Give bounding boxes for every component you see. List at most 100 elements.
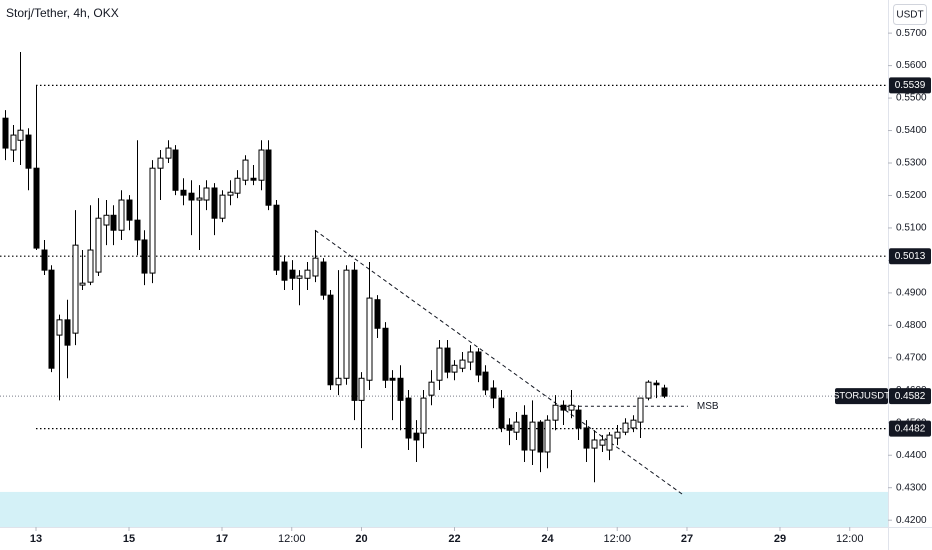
candle-body — [599, 439, 606, 446]
chart-title: Storj/Tether, 4h, OKX — [6, 6, 119, 20]
candle-body — [289, 269, 296, 279]
candle-body — [389, 377, 396, 381]
candle-body — [482, 371, 489, 391]
candle-body — [2, 117, 9, 149]
y-tick-label: 0.5700 — [896, 28, 927, 39]
candle-body — [234, 177, 241, 194]
x-tick-label: 12:00 — [278, 533, 306, 545]
candle-body — [358, 377, 365, 401]
x-tick-label: 29 — [774, 533, 786, 545]
candle-body — [568, 404, 575, 411]
x-tick-label: 27 — [681, 533, 693, 545]
candle-body — [41, 249, 48, 271]
candle-body — [420, 397, 427, 434]
currency: USDT — [896, 10, 923, 21]
candle-body — [366, 297, 373, 381]
candle-body — [296, 275, 303, 279]
candle-body — [444, 347, 451, 373]
candle-body — [227, 191, 234, 196]
x-tick-label: 12:00 — [603, 533, 631, 545]
y-tick-label: 0.5100 — [896, 223, 927, 234]
candle-body — [661, 387, 668, 397]
candle-body — [25, 134, 32, 169]
last-price-box — [889, 388, 931, 405]
candle-body — [397, 377, 404, 401]
candle-body — [467, 351, 474, 363]
candle-body — [126, 199, 133, 221]
y-tick-label: 0.5200 — [896, 190, 927, 201]
candle-body — [335, 377, 342, 386]
candle-body — [475, 351, 482, 376]
candle-body — [382, 327, 389, 381]
candle-body — [219, 194, 226, 219]
candle-body — [103, 214, 110, 226]
candle-body — [537, 421, 544, 453]
candle-body — [529, 421, 536, 451]
candle-body — [506, 424, 513, 431]
y-tick-label: 0.4900 — [896, 288, 927, 299]
candle-body — [64, 319, 71, 346]
y-tick-label: 0.5400 — [896, 125, 927, 136]
candle-body — [48, 269, 55, 369]
candle-body — [544, 419, 551, 453]
candle-body — [273, 204, 280, 271]
candle-body — [196, 197, 203, 201]
candle-body — [17, 129, 24, 141]
candle-body — [374, 299, 381, 329]
y-tick-label: 0.4400 — [896, 450, 927, 461]
axes: 0.5700 0.5600 0.5500 0.5400 0.5300 0.5200 0.51… — [30, 28, 931, 545]
candle-body — [560, 404, 567, 411]
level-label-box — [889, 248, 931, 265]
candle-body — [203, 187, 210, 201]
candle-body — [33, 167, 40, 249]
candle-body — [327, 294, 334, 386]
candle-body — [87, 249, 94, 283]
candle-body — [134, 219, 141, 241]
candle-body — [630, 419, 637, 429]
candle-body — [56, 319, 63, 336]
candle-body — [606, 434, 613, 451]
candle-body — [149, 167, 156, 274]
symbol-label: STORJUSDT — [833, 391, 890, 402]
y-tick-label: 0.4300 — [896, 482, 927, 493]
currency-box[interactable] — [893, 4, 927, 25]
x-tick-label: 13 — [30, 533, 42, 545]
candle-body — [428, 381, 435, 396]
candle-body — [118, 199, 125, 231]
candle-body — [498, 397, 505, 429]
candle-body — [521, 414, 528, 451]
candle-body — [405, 397, 412, 439]
candle-body — [413, 432, 420, 441]
candle-body — [304, 269, 311, 279]
x-tick-label: 12:00 — [836, 533, 864, 545]
msb-label: MSB — [697, 401, 719, 412]
candle-body — [141, 239, 148, 274]
level-label: 0.4482 — [895, 423, 926, 434]
symbol-box — [835, 388, 888, 405]
candle-body — [110, 214, 117, 231]
candle-body — [591, 439, 598, 449]
candle-body — [513, 421, 520, 433]
candle-body — [258, 149, 265, 181]
x-tick-label: 20 — [355, 533, 367, 545]
x-tick-label: 17 — [216, 533, 228, 545]
last-price-label: 0.4582 — [895, 391, 926, 402]
candle-body — [451, 364, 458, 373]
candle-body — [211, 187, 218, 219]
level-label-box — [889, 420, 931, 437]
y-tick-label: 0.4200 — [896, 515, 927, 526]
candle-body — [351, 269, 358, 401]
candle-body — [645, 381, 652, 399]
candle-body — [320, 261, 327, 296]
candle-body — [165, 147, 172, 159]
y-tick-label: 0.4800 — [896, 320, 927, 331]
candle-body — [552, 404, 559, 421]
y-tick-label: 0.5600 — [896, 60, 927, 71]
level-label: 0.5539 — [895, 80, 926, 91]
level-label-box — [889, 77, 931, 94]
candle-body — [614, 431, 621, 439]
y-tick-label: 0.5500 — [896, 93, 927, 104]
candle-body — [653, 382, 660, 386]
